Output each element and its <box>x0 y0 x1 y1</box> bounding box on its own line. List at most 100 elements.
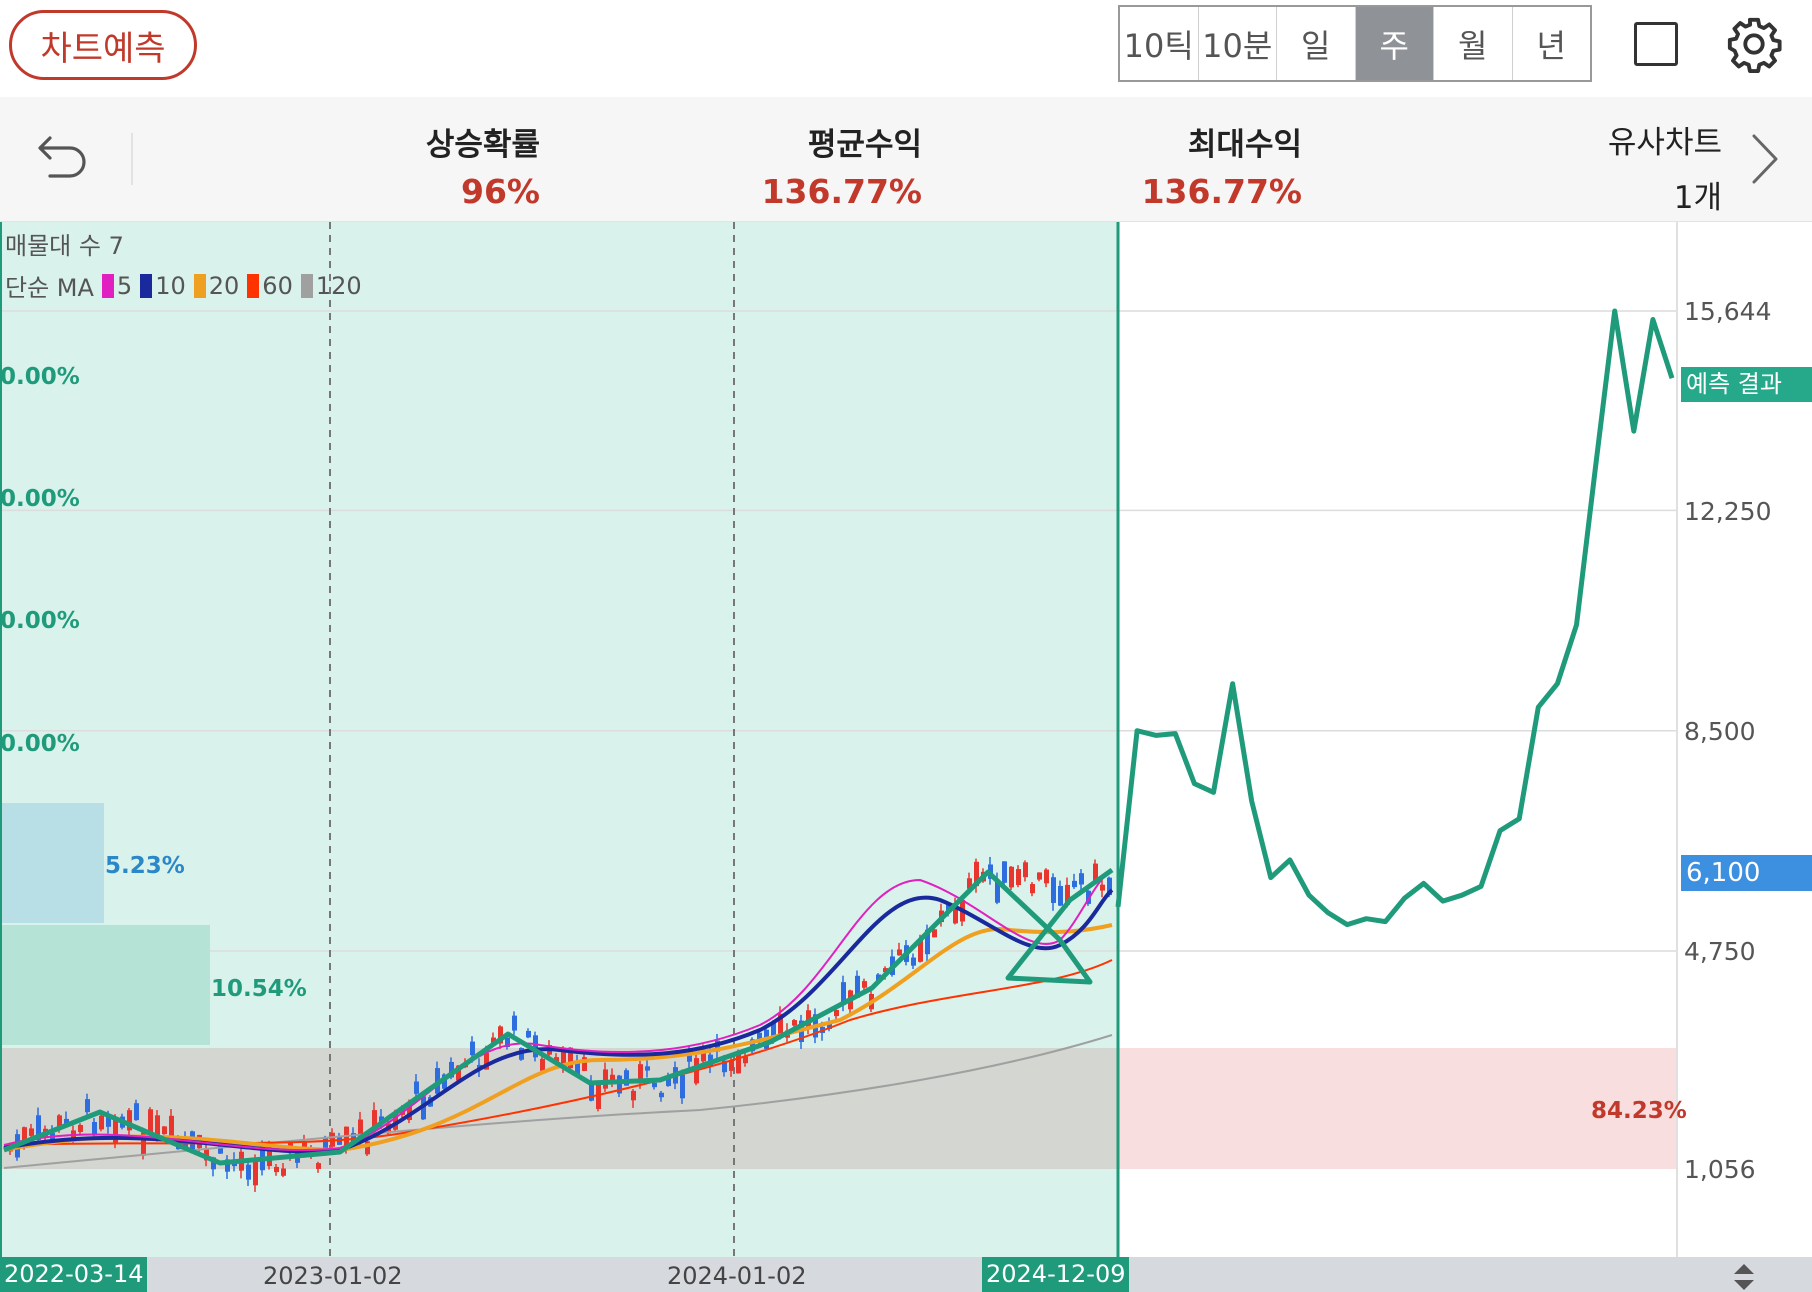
volume-profile-pct: 10.54% <box>211 976 307 1002</box>
candle <box>134 1103 139 1121</box>
y-axis-label: 12,250 <box>1684 497 1772 526</box>
ma60-label: 60 <box>262 271 293 300</box>
ma20-label: 20 <box>208 271 240 300</box>
candle <box>652 1082 657 1088</box>
candle <box>589 1081 594 1101</box>
candle <box>862 981 867 988</box>
candle <box>169 1115 174 1139</box>
chevron-right-icon[interactable] <box>1748 132 1782 186</box>
volume-profile-pct: 0.00% <box>0 364 80 390</box>
candle <box>1093 863 1098 883</box>
candle <box>498 1026 503 1044</box>
candle <box>505 1037 510 1048</box>
candle <box>911 957 916 966</box>
max-return-value: 136.77% <box>1141 172 1302 211</box>
candle <box>561 1047 566 1068</box>
chart-predict-button[interactable]: 차트예측 <box>9 10 197 80</box>
ma10-swatch <box>140 273 153 298</box>
candle <box>974 861 979 887</box>
candle <box>883 968 888 973</box>
candle <box>323 1138 328 1154</box>
candle <box>358 1119 363 1144</box>
period-10min[interactable]: 10분 <box>1199 7 1277 80</box>
candle <box>806 1010 811 1027</box>
period-year[interactable]: 년 <box>1536 26 1566 65</box>
prediction-line <box>1115 308 1675 928</box>
candle <box>470 1041 475 1056</box>
candle <box>1009 866 1014 888</box>
candle <box>1016 869 1021 886</box>
candle <box>729 1060 734 1071</box>
candle <box>253 1159 258 1186</box>
candle <box>967 878 972 889</box>
square-icon[interactable] <box>1634 22 1678 66</box>
similar-chart-stat[interactable]: 유사차트 1개 <box>1608 117 1722 217</box>
candle <box>757 1032 762 1041</box>
candle <box>99 1115 104 1130</box>
y-axis-label: 4,750 <box>1684 937 1756 966</box>
candle <box>344 1126 349 1150</box>
candle <box>1051 877 1056 903</box>
undo-icon[interactable] <box>36 128 92 184</box>
average-return-stat: 평균수익 136.77% <box>762 119 922 211</box>
candle <box>750 1039 755 1052</box>
candle <box>568 1047 573 1069</box>
candle <box>841 982 846 1005</box>
candle <box>491 1037 496 1043</box>
period-week[interactable]: 주 <box>1355 7 1434 80</box>
period-day[interactable]: 일 <box>1277 7 1356 80</box>
period-10tick[interactable]: 10틱 <box>1120 7 1199 80</box>
candle <box>36 1115 41 1140</box>
candle <box>246 1164 251 1180</box>
volume-profile-pct: 0.00% <box>0 608 80 634</box>
candle <box>701 1050 706 1062</box>
volume-profile-pct: 0.00% <box>0 731 80 757</box>
candle <box>316 1163 321 1169</box>
candle <box>946 904 951 912</box>
ma5-swatch <box>101 273 114 298</box>
ma-legend[interactable]: 단순 MA 5 10 20 60 120 <box>5 268 362 303</box>
candle <box>449 1061 454 1078</box>
ma120-label: 120 <box>315 271 362 300</box>
candle <box>106 1116 111 1127</box>
volume-profile-pct: 84.23% <box>1591 1098 1687 1124</box>
moving-average-line <box>3 923 1113 1153</box>
gear-icon[interactable] <box>1725 15 1783 73</box>
divider <box>131 133 133 185</box>
ma20-swatch <box>193 273 206 298</box>
candle <box>456 1065 461 1081</box>
period-selector: 10틱 10분 일 주 월 년 <box>1118 5 1592 82</box>
volume-profile-legend[interactable]: 매물대 수 7 <box>5 232 124 260</box>
candle <box>680 1074 685 1099</box>
candle <box>162 1126 167 1135</box>
current-price-badge: 6,100 <box>1681 855 1812 891</box>
candle <box>1030 884 1035 894</box>
ma5-label: 5 <box>116 271 133 300</box>
volume-profile-pct: 5.23% <box>105 853 185 879</box>
candle <box>855 975 860 998</box>
candle <box>1100 884 1105 891</box>
candle <box>603 1069 608 1089</box>
candle <box>512 1015 517 1031</box>
prediction-chart[interactable] <box>0 222 1812 1257</box>
candle <box>1037 872 1042 880</box>
candle <box>596 1084 601 1109</box>
candle <box>953 903 958 924</box>
scroll-arrows-icon[interactable] <box>1728 1262 1760 1292</box>
candle <box>610 1074 615 1083</box>
candle <box>743 1056 748 1064</box>
volume-profile-bar <box>1118 1048 1677 1169</box>
volume-profile-bar <box>0 803 104 923</box>
period-month[interactable]: 월 <box>1434 7 1513 80</box>
candle <box>638 1064 643 1083</box>
similar-chart-label: 유사차트 <box>1607 125 1722 161</box>
y-axis-label: 15,644 <box>1684 297 1772 326</box>
candle <box>148 1109 153 1134</box>
candle <box>925 929 930 955</box>
top-toolbar: 차트예측 10틱 10분 일 주 월 년 <box>0 0 1812 96</box>
candle <box>407 1104 412 1121</box>
candle <box>127 1110 132 1131</box>
ma10-label: 10 <box>155 271 186 300</box>
x-axis-label: 2023-01-02 <box>263 1262 403 1290</box>
x-axis-label: 2024-01-02 <box>667 1262 807 1290</box>
